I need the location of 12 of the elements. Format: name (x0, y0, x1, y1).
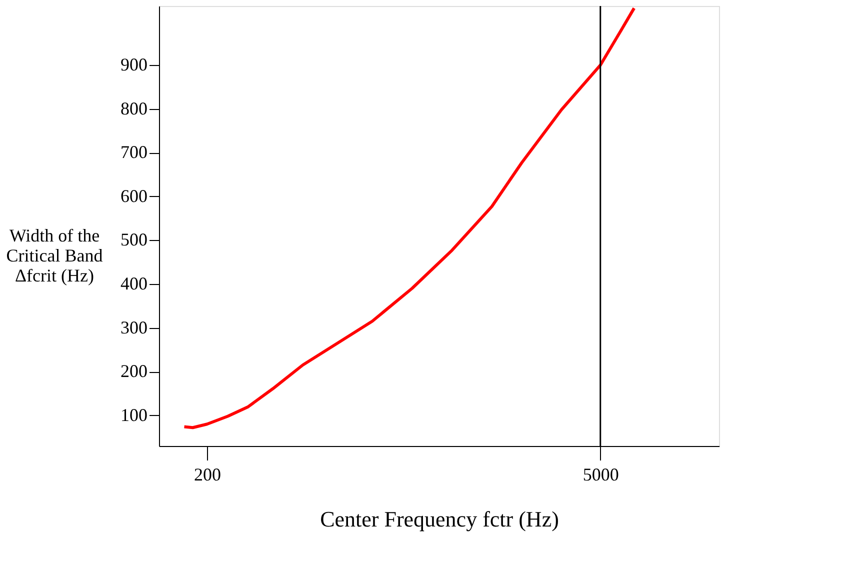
y-tick-label: 500 (120, 230, 148, 250)
x-axis-title: Center Frequency fctr (Hz) (320, 506, 559, 532)
y-tick-label: 700 (120, 142, 148, 162)
y-tick-label: 200 (120, 361, 148, 382)
x-tick-label: 5000 (582, 464, 619, 484)
y-tick-label: 100 (120, 404, 148, 425)
y-axis-title: Width of the Critical Band Δfcrit (Hz) (6, 226, 103, 286)
y-tick-label: 600 (120, 186, 148, 206)
y-tick-label: 900 (120, 54, 148, 75)
y-tick-label: 400 (120, 274, 148, 294)
y-tick-label: 300 (120, 317, 148, 338)
y-tick-label: 800 (120, 98, 148, 118)
